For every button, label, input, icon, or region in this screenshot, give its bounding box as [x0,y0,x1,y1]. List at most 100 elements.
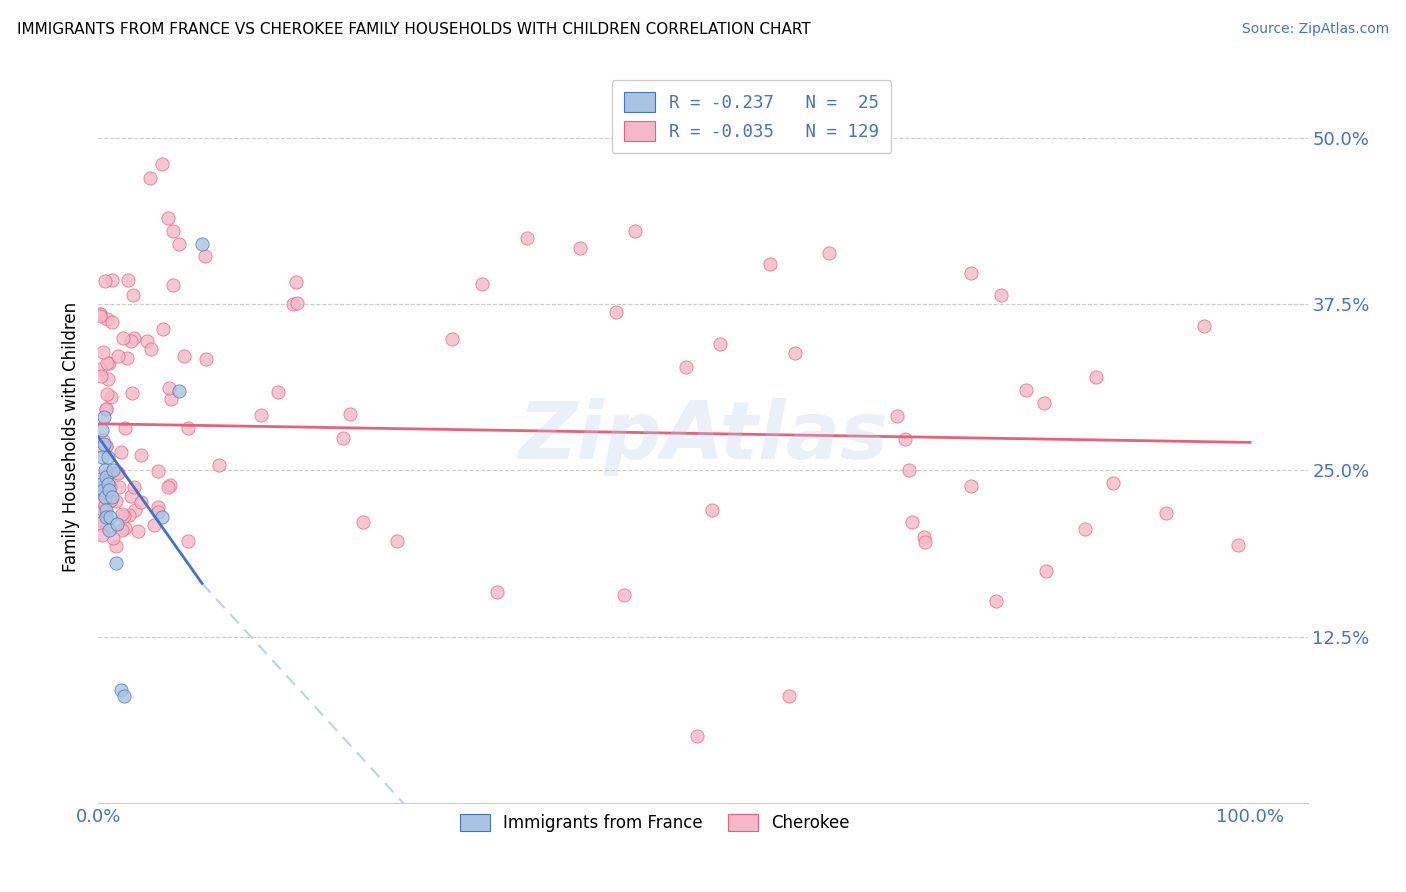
Point [90,528,112,542]
Point [1015,384,1038,398]
Point [112,690,135,704]
Point [97,483,120,498]
Point [93,410,115,425]
Point [485,585,508,599]
Point [139,342,162,356]
Point [120,489,142,503]
Point [759,257,782,271]
Text: ZipAtlas: ZipAtlas [517,398,889,476]
Point [146,500,169,515]
Point [177,421,200,435]
Point [568,241,591,255]
Point [1102,475,1125,490]
Point [97,523,120,537]
Point [111,507,134,521]
Point [613,588,636,602]
Point [94,401,117,416]
Point [208,458,231,472]
Point [97,450,120,464]
Point [470,277,492,291]
Point [89,481,111,495]
Point [103,463,125,477]
Point [267,384,290,399]
Point [124,503,146,517]
Point [352,515,374,529]
Point [96,470,118,484]
Text: Source: ZipAtlas.com: Source: ZipAtlas.com [1241,22,1389,37]
Point [96,520,118,534]
Point [886,409,908,423]
Point [191,237,214,252]
Point [1035,564,1057,578]
Point [285,295,308,310]
Point [115,351,138,365]
Point [114,521,136,535]
Point [90,424,112,438]
Point [110,682,132,697]
Point [120,334,142,349]
Point [156,211,179,225]
Point [912,530,935,544]
Point [250,408,273,422]
Point [385,533,408,548]
Point [97,372,120,386]
Point [901,515,924,529]
Point [339,407,361,421]
Point [177,533,200,548]
Point [709,336,731,351]
Point [129,495,152,509]
Point [96,311,118,326]
Point [194,351,217,366]
Point [108,480,131,494]
Point [89,361,111,376]
Point [960,479,983,493]
Point [93,436,115,450]
Point [91,502,114,516]
Legend: Immigrants from France, Cherokee: Immigrants from France, Cherokee [453,807,856,838]
Point [104,557,127,571]
Point [121,288,143,302]
Point [90,476,112,491]
Point [686,729,709,743]
Point [894,432,917,446]
Point [89,472,111,486]
Point [1084,370,1107,384]
Point [91,344,114,359]
Point [156,480,179,494]
Point [111,523,134,537]
Point [105,540,128,554]
Point [90,369,112,384]
Point [148,505,170,519]
Point [624,224,647,238]
Point [105,465,128,479]
Point [281,297,304,311]
Point [332,431,354,445]
Point [96,439,118,453]
Point [194,249,217,263]
Point [605,305,627,319]
Point [90,492,112,507]
Point [1192,319,1215,334]
Point [127,524,149,539]
Point [91,433,114,447]
Point [89,307,111,321]
Point [173,349,195,363]
Point [111,331,134,345]
Point [1154,506,1177,520]
Point [94,463,117,477]
Point [96,439,118,453]
Point [103,532,125,546]
Point [100,492,122,507]
Point [96,402,118,417]
Point [101,273,124,287]
Point [96,509,118,524]
Point [98,466,121,480]
Point [897,463,920,477]
Point [94,490,117,504]
Point [675,359,697,374]
Point [785,345,807,359]
Point [139,170,162,185]
Point [91,440,114,454]
Point [94,274,117,288]
Point [89,307,111,321]
